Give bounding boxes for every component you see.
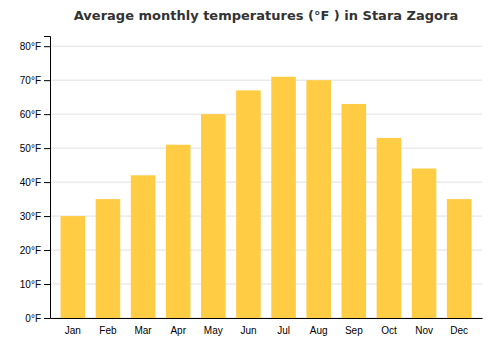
grid-line [50,46,482,47]
y-tick-label: 80°F [20,41,41,52]
y-tick: 80°F [20,41,50,52]
x-tick: Oct [381,325,397,336]
bars [61,77,472,318]
x-tick-label: Jun [240,325,256,336]
y-axis-line [44,37,51,319]
y-tick-label: 10°F [20,279,41,290]
y-axis: 0°F 10°F 20°F 30°F 40°F 50°F 60°F 70°F 80°F [20,37,51,324]
grid-line [50,148,482,149]
y-tick-label: 60°F [20,109,41,120]
x-tick: Sep [345,325,363,336]
y-tick-mark [44,148,50,149]
x-tick-label: Dec [450,325,468,336]
y-tick-label: 30°F [20,211,41,222]
y-tick-mark [44,284,50,285]
y-tick: 60°F [20,109,50,120]
y-tick-mark [44,182,50,183]
y-tick: 0°F [25,313,50,324]
plot-area: 0°F 10°F 20°F 30°F 40°F 50°F 60°F 70°F 80°F Jan Fe… [20,37,483,337]
x-tick: Feb [99,325,117,336]
x-tick-label: Nov [415,325,433,336]
x-tick: Nov [415,325,433,336]
bar [377,138,402,318]
x-tick-label: Jan [65,325,81,336]
x-axis-line [51,318,483,319]
y-tick: 10°F [20,279,50,290]
bar [131,175,156,318]
x-tick: Apr [170,325,186,336]
grid-line [50,114,482,115]
title: Average monthly temperatures (°F ) in St… [74,8,458,23]
y-tick-mark [44,216,50,217]
bar [412,169,437,318]
y-tick-label: 50°F [20,143,41,154]
y-tick: 50°F [20,143,50,154]
bar [306,80,331,318]
y-tick-mark [44,114,50,115]
x-tick: Mar [134,325,152,336]
x-tick-label: Oct [381,325,397,336]
y-tick: 20°F [20,245,50,256]
bar [201,114,226,318]
bar [342,104,367,318]
bar [236,90,261,318]
y-tick-mark [44,250,50,251]
x-axis: Jan Feb Mar Apr May Jun Jul Aug Sep Oct Nov Dec [51,319,483,337]
y-tick-label: 70°F [20,75,41,86]
y-tick-label: 20°F [20,245,41,256]
x-tick: Aug [310,325,328,336]
y-tick-mark [44,80,50,81]
y-tick-label: 0°F [25,313,41,324]
x-tick-label: Aug [310,325,328,336]
x-tick-label: Apr [170,325,186,336]
y-tick-label: 40°F [20,177,41,188]
x-tick-label: May [204,325,223,336]
x-tick: May [204,325,223,336]
y-tick: 30°F [20,211,50,222]
x-tick: Jan [65,325,81,336]
y-tick: 70°F [20,75,50,86]
x-tick-label: Jul [277,325,290,336]
y-tick-mark [44,318,50,319]
bar [61,216,86,318]
grid-line [50,80,482,81]
x-tick-label: Mar [134,325,152,336]
x-tick-label: Feb [99,325,117,336]
x-tick: Jun [240,325,256,336]
bar [96,199,121,318]
x-tick-label: Sep [345,325,363,336]
x-tick: Jul [277,325,290,336]
grid [50,46,482,318]
bar [271,77,296,318]
x-tick: Dec [450,325,468,336]
bar [447,199,472,318]
bar [166,145,191,318]
y-tick-mark [44,46,50,47]
chart: 0°F 10°F 20°F 30°F 40°F 50°F 60°F 70°F 80°F Jan Fe… [0,0,500,350]
y-tick: 40°F [20,177,50,188]
